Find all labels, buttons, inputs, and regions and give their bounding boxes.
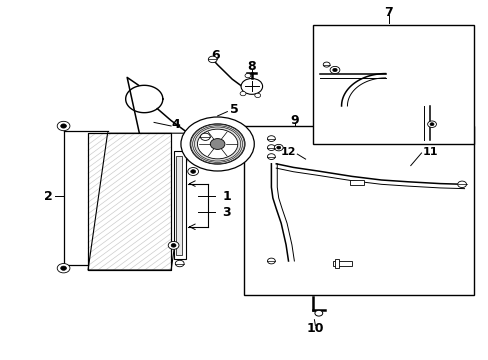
Circle shape: [254, 93, 260, 98]
Circle shape: [208, 56, 217, 63]
Circle shape: [314, 310, 322, 316]
Circle shape: [241, 78, 262, 94]
Circle shape: [210, 139, 224, 149]
Bar: [312, 25, 473, 144]
Circle shape: [429, 123, 433, 126]
Circle shape: [181, 117, 254, 171]
Text: 8: 8: [247, 60, 256, 73]
Circle shape: [61, 124, 66, 128]
Polygon shape: [88, 133, 190, 270]
Bar: [173, 151, 185, 259]
Circle shape: [274, 144, 283, 151]
Circle shape: [171, 244, 176, 247]
Text: 5: 5: [229, 103, 238, 116]
Circle shape: [329, 66, 339, 73]
Circle shape: [200, 133, 210, 140]
Bar: [88, 133, 171, 270]
Circle shape: [267, 258, 275, 264]
Circle shape: [267, 136, 275, 141]
Circle shape: [457, 181, 466, 188]
Circle shape: [240, 91, 245, 96]
Text: 7: 7: [384, 6, 392, 19]
Text: 12: 12: [280, 147, 295, 157]
Bar: [332, 261, 351, 266]
Circle shape: [197, 129, 237, 159]
Circle shape: [175, 260, 183, 267]
Circle shape: [57, 121, 70, 131]
Circle shape: [61, 266, 66, 270]
Circle shape: [57, 264, 70, 273]
Circle shape: [276, 146, 280, 149]
Text: 11: 11: [422, 147, 438, 157]
Text: 3: 3: [222, 206, 231, 219]
Bar: [244, 126, 473, 295]
Text: 6: 6: [210, 49, 219, 62]
Bar: [349, 180, 364, 185]
Circle shape: [168, 242, 179, 249]
Circle shape: [190, 170, 195, 173]
Text: 4: 4: [171, 118, 180, 131]
Circle shape: [323, 62, 329, 67]
Circle shape: [267, 154, 275, 159]
Text: 9: 9: [290, 114, 299, 127]
Circle shape: [427, 121, 435, 127]
Text: 10: 10: [306, 322, 324, 335]
Bar: [88, 133, 171, 270]
Text: 1: 1: [222, 190, 231, 203]
Circle shape: [244, 73, 250, 78]
Bar: [175, 156, 182, 255]
Circle shape: [187, 167, 198, 175]
Circle shape: [267, 145, 275, 150]
Circle shape: [332, 68, 337, 72]
Text: 2: 2: [44, 190, 53, 203]
Bar: [334, 259, 338, 268]
Circle shape: [190, 124, 244, 164]
